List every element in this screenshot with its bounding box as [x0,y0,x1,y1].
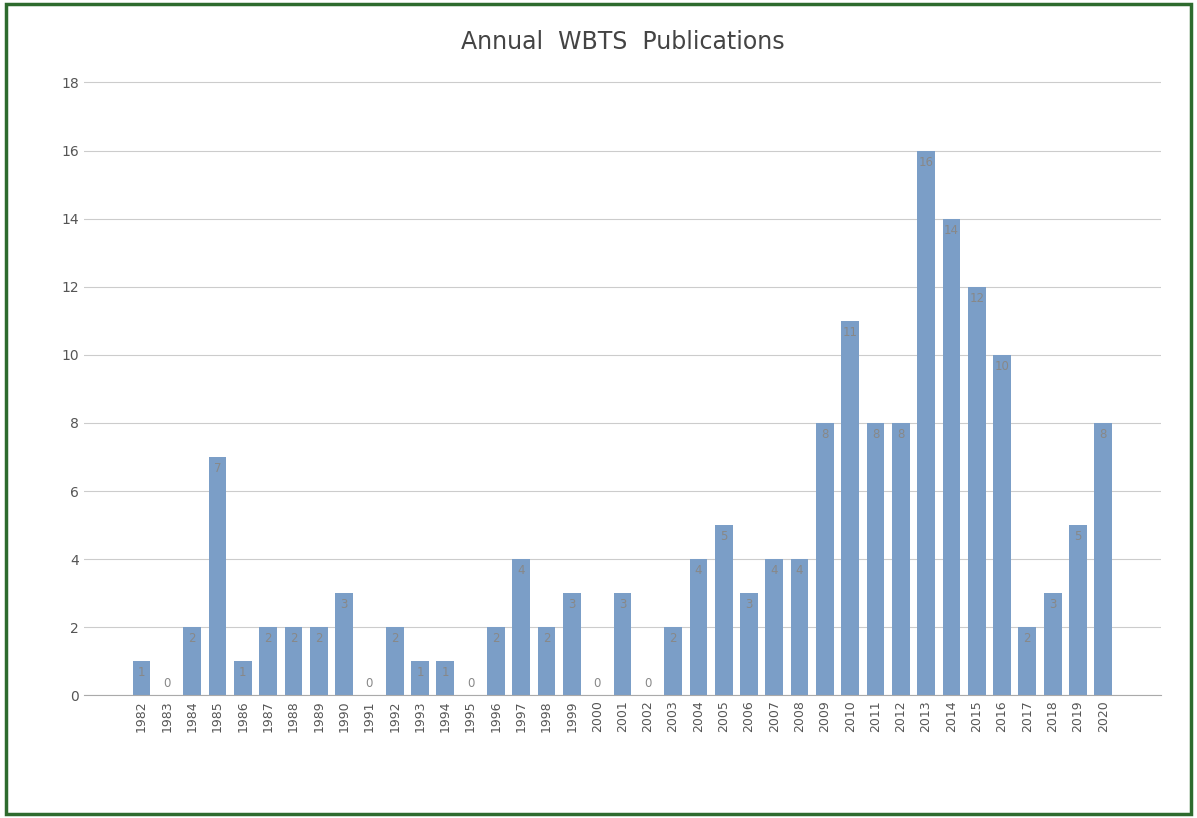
Text: 2: 2 [391,632,399,645]
Bar [715,525,733,695]
Bar [411,661,429,695]
Title: Annual  WBTS  Publications: Annual WBTS Publications [461,29,784,54]
Text: 1: 1 [138,667,145,680]
Bar [942,218,960,695]
Text: 5: 5 [719,530,728,543]
Bar [183,627,201,695]
Text: 2: 2 [315,632,322,645]
Text: 5: 5 [1074,530,1082,543]
Bar [487,627,505,695]
Bar [1019,627,1037,695]
Bar [335,593,353,695]
Bar [563,593,581,695]
Bar [285,627,303,695]
Bar [765,560,783,695]
Bar [233,661,251,695]
Text: 11: 11 [843,326,858,339]
Text: 10: 10 [995,360,1009,373]
Text: 2: 2 [188,632,196,645]
Text: 8: 8 [1100,428,1107,441]
Text: 0: 0 [366,677,373,690]
Bar [133,661,151,695]
Text: 2: 2 [1023,632,1031,645]
Text: 2: 2 [492,632,499,645]
Text: 4: 4 [694,564,703,578]
Bar [994,355,1011,695]
Text: 2: 2 [290,632,297,645]
Text: 4: 4 [771,564,778,578]
Text: 0: 0 [163,677,171,690]
Bar [1094,423,1112,695]
Bar [512,560,530,695]
Text: 2: 2 [542,632,551,645]
Text: 12: 12 [970,292,984,305]
Bar [260,627,277,695]
Text: 3: 3 [569,598,576,611]
Bar [841,321,859,695]
Text: 0: 0 [594,677,601,690]
Text: 14: 14 [944,224,959,236]
Text: 8: 8 [897,428,905,441]
Bar [537,627,555,695]
Text: 7: 7 [214,462,221,475]
Text: 1: 1 [417,667,424,680]
Text: 1: 1 [442,667,449,680]
Bar [968,287,985,695]
Text: 2: 2 [265,632,272,645]
Text: 8: 8 [821,428,828,441]
Bar [310,627,328,695]
Bar [689,560,707,695]
Text: 4: 4 [796,564,803,578]
Bar [664,627,682,695]
Bar [208,457,226,695]
Bar [385,627,403,695]
Text: 16: 16 [918,155,934,169]
Text: 3: 3 [1049,598,1056,611]
Text: 0: 0 [644,677,651,690]
Bar [1044,593,1062,695]
Bar [437,661,454,695]
Bar [867,423,885,695]
Text: 3: 3 [619,598,626,611]
Text: 4: 4 [517,564,525,578]
Bar [816,423,834,695]
Bar [740,593,758,695]
Text: 1: 1 [239,667,247,680]
Text: 2: 2 [669,632,676,645]
Text: 3: 3 [340,598,348,611]
Bar [917,151,935,695]
Bar [614,593,631,695]
Text: 8: 8 [871,428,879,441]
Text: 0: 0 [467,677,474,690]
Bar [892,423,910,695]
Bar [1069,525,1087,695]
Text: 3: 3 [746,598,753,611]
Bar [791,560,808,695]
